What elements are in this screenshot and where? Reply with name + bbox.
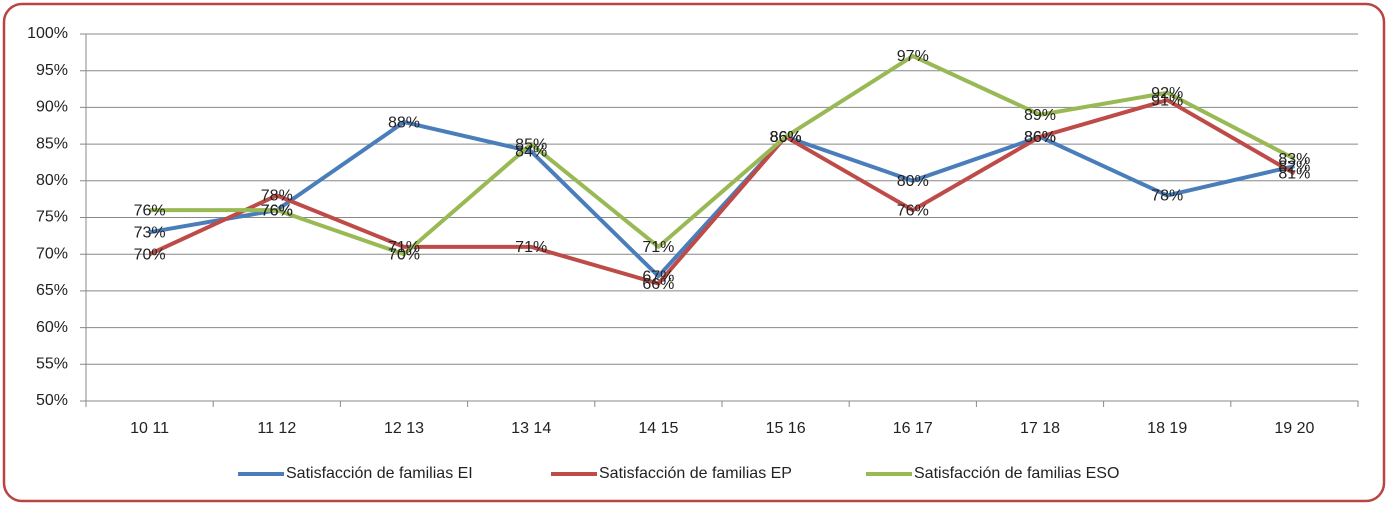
x-tick-label: 11 12 [257, 420, 296, 437]
data-label: 76% [261, 202, 293, 219]
y-tick-label: 90% [36, 99, 68, 116]
data-label: 92% [1151, 85, 1183, 102]
data-label: 71% [642, 239, 674, 256]
series-line [148, 98, 1296, 286]
data-label: 76% [897, 202, 929, 219]
data-label: 81% [1278, 166, 1310, 183]
y-tick-label: 75% [36, 209, 68, 226]
legend-label: Satisfacción de familias ESO [914, 465, 1119, 482]
y-tick-label: 65% [36, 282, 68, 299]
x-tick-label: 19 20 [1274, 420, 1314, 437]
data-label: 73% [134, 224, 166, 241]
data-label: 85% [515, 136, 547, 153]
data-label: 66% [642, 276, 674, 293]
data-label: 83% [1278, 151, 1310, 168]
data-label: 67% [642, 268, 674, 285]
x-tick-label: 13 14 [511, 420, 551, 437]
data-label: 78% [1151, 188, 1183, 205]
x-tick-label: 15 16 [766, 420, 806, 437]
data-label: 76% [261, 202, 293, 219]
data-label: 84% [515, 144, 547, 161]
y-tick-label: 95% [36, 62, 68, 79]
y-tick-label: 55% [36, 356, 68, 373]
y-tick-label: 70% [36, 245, 68, 262]
data-label: 89% [1024, 107, 1056, 124]
data-label: 76% [134, 202, 166, 219]
data-label: 78% [261, 188, 293, 205]
data-label: 86% [1024, 129, 1056, 146]
data-label: 91% [1151, 92, 1183, 109]
y-tick-label: 80% [36, 172, 68, 189]
data-label: 80% [897, 173, 929, 190]
data-label: 97% [897, 48, 929, 65]
series-line [149, 54, 1296, 257]
data-label: 70% [388, 246, 420, 263]
legend-label: Satisfacción de familias EP [599, 465, 792, 482]
x-tick-label: 18 19 [1147, 420, 1187, 437]
x-tick-label: 10 11 [130, 420, 169, 437]
data-label: 82% [1278, 158, 1310, 175]
data-label: 86% [770, 129, 802, 146]
x-tick-label: 17 18 [1020, 420, 1060, 437]
y-tick-label: 60% [36, 319, 68, 336]
legend-label: Satisfacción de familias EI [286, 465, 473, 482]
data-label: 70% [134, 246, 166, 263]
data-label: 71% [515, 239, 547, 256]
series-line [149, 120, 1295, 279]
y-tick-label: 100% [27, 25, 68, 42]
data-label: 86% [770, 129, 802, 146]
data-label: 86% [770, 129, 802, 146]
data-label: 71% [388, 239, 420, 256]
y-tick-label: 85% [36, 135, 68, 152]
y-tick-label: 50% [36, 392, 68, 409]
x-tick-label: 12 13 [384, 420, 424, 437]
data-label: 86% [1024, 129, 1056, 146]
data-label: 88% [388, 114, 420, 131]
x-tick-label: 16 17 [893, 420, 933, 437]
x-tick-label: 14 15 [638, 420, 678, 437]
